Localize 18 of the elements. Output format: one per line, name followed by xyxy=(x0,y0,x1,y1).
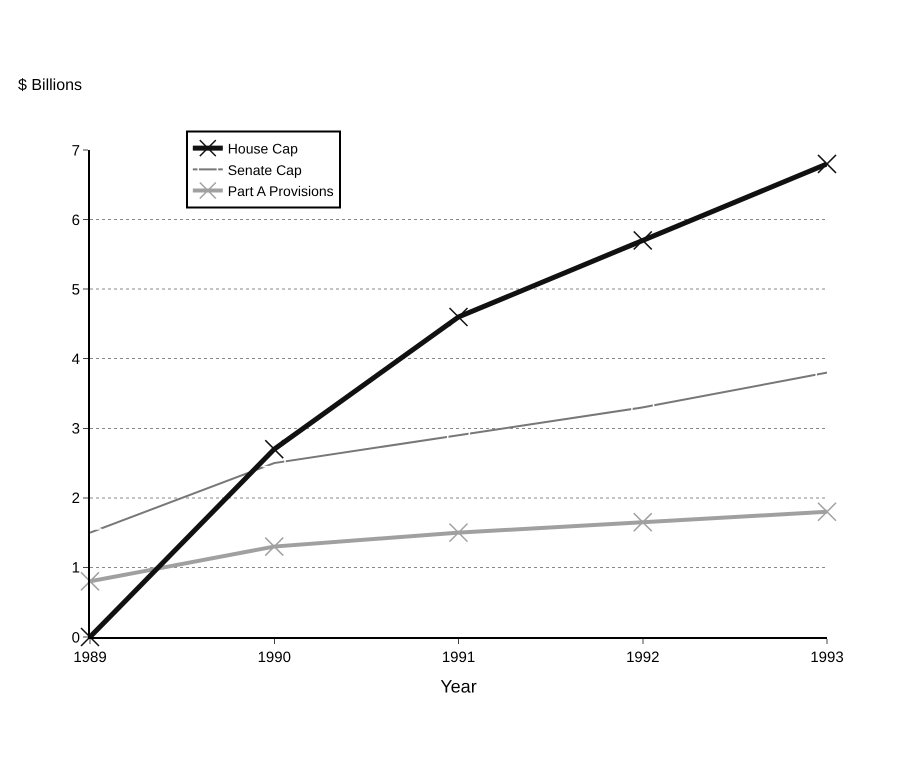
y-tick-label: 7 xyxy=(72,142,80,160)
y-tick-label: 5 xyxy=(72,281,80,298)
x-axis-title: Year xyxy=(440,676,477,697)
y-tick-label: 1 xyxy=(72,560,80,577)
y-tick-label: 4 xyxy=(72,350,80,368)
y-axis-title: $ Billions xyxy=(18,77,82,94)
x-tick-label: 1993 xyxy=(810,649,844,666)
legend-label: Senate Cap xyxy=(228,162,302,178)
y-tick-label: 2 xyxy=(72,490,80,508)
x-tick-label: 1990 xyxy=(258,649,291,666)
x-tick-label: 1991 xyxy=(442,649,476,666)
x-tick-label: 1992 xyxy=(626,649,660,666)
y-tick-label: 3 xyxy=(72,420,80,438)
y-tick-label: 6 xyxy=(72,212,80,229)
y-tick-label: 0 xyxy=(72,629,80,646)
x-tick-label: 1989 xyxy=(73,649,107,666)
legend-label: Part A Provisions xyxy=(228,182,334,199)
legend-label: House Cap xyxy=(228,140,298,157)
